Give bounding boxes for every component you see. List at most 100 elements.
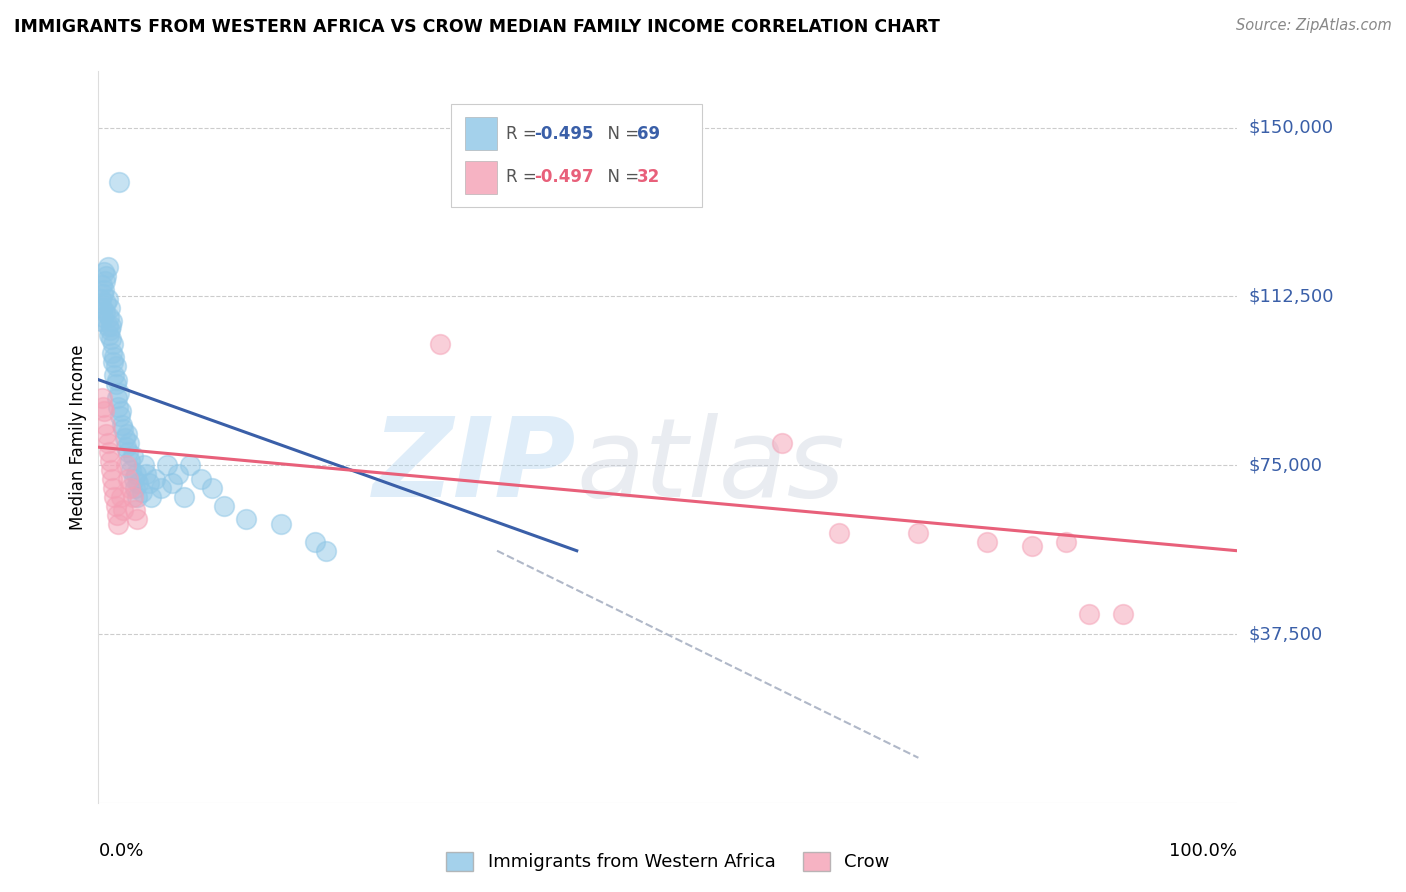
Text: 69: 69 <box>637 125 661 143</box>
Point <box>124 503 146 517</box>
Point <box>96 435 118 450</box>
Point <box>104 377 127 392</box>
Point <box>98 453 121 467</box>
Text: -0.495: -0.495 <box>534 125 595 143</box>
Text: $112,500: $112,500 <box>1249 287 1334 305</box>
Point <box>124 481 146 495</box>
Point <box>121 490 143 504</box>
Point <box>96 318 118 333</box>
Point <box>111 417 134 432</box>
Point <box>108 409 131 423</box>
Point <box>138 476 160 491</box>
Point <box>93 283 115 297</box>
Text: 100.0%: 100.0% <box>1170 842 1237 860</box>
Point <box>1078 607 1101 621</box>
Point <box>162 476 184 491</box>
Point <box>121 449 143 463</box>
Point <box>156 458 179 473</box>
Point <box>101 345 124 359</box>
Point <box>96 260 118 275</box>
Point <box>100 318 122 333</box>
Point <box>103 354 125 368</box>
Text: $37,500: $37,500 <box>1249 625 1323 643</box>
Point <box>98 323 121 337</box>
Point <box>114 431 136 445</box>
Point <box>96 292 118 306</box>
Point <box>105 373 128 387</box>
Text: -0.497: -0.497 <box>534 169 595 186</box>
Point <box>828 525 851 540</box>
Point <box>97 310 120 324</box>
Point <box>139 490 162 504</box>
Point <box>108 386 131 401</box>
Point <box>115 426 138 441</box>
Point <box>107 516 129 531</box>
Point <box>167 467 190 482</box>
Point <box>105 391 128 405</box>
Y-axis label: Median Family Income: Median Family Income <box>69 344 87 530</box>
Point <box>107 400 129 414</box>
Point <box>105 508 128 522</box>
Point <box>96 426 118 441</box>
Point <box>94 305 117 319</box>
FancyBboxPatch shape <box>451 104 702 207</box>
Point <box>103 336 125 351</box>
Point <box>94 417 117 432</box>
Point <box>132 458 155 473</box>
Text: R =: R = <box>506 169 543 186</box>
Point <box>117 444 139 458</box>
Point <box>93 404 115 418</box>
Point <box>118 435 141 450</box>
Point <box>100 463 122 477</box>
Point <box>112 503 135 517</box>
Point <box>110 490 132 504</box>
Point <box>97 327 120 342</box>
Point <box>235 512 257 526</box>
Point <box>117 472 139 486</box>
Point <box>104 359 127 374</box>
Point <box>150 481 173 495</box>
Bar <box>465 117 498 150</box>
Point <box>1021 539 1043 553</box>
Point <box>112 422 135 436</box>
Point <box>93 265 115 279</box>
Point <box>96 296 118 310</box>
Legend: Immigrants from Western Africa, Crow: Immigrants from Western Africa, Crow <box>446 852 890 871</box>
Point <box>212 499 235 513</box>
Point <box>90 391 112 405</box>
Point <box>90 278 112 293</box>
Point <box>96 269 118 284</box>
Point <box>91 310 114 324</box>
Point <box>131 485 153 500</box>
Point <box>1112 607 1135 621</box>
Point <box>770 435 793 450</box>
Text: $75,000: $75,000 <box>1249 456 1323 475</box>
Point <box>1054 534 1078 549</box>
Point <box>103 490 125 504</box>
Point <box>907 525 929 540</box>
Text: $150,000: $150,000 <box>1249 119 1333 136</box>
Point <box>90 314 112 328</box>
Point <box>179 458 201 473</box>
Point <box>120 463 142 477</box>
Bar <box>465 161 498 194</box>
Point <box>122 472 145 486</box>
Point <box>91 400 114 414</box>
Point <box>173 490 195 504</box>
Point <box>98 301 121 315</box>
Point <box>97 444 120 458</box>
Point <box>120 481 142 495</box>
Point <box>125 467 148 482</box>
Point <box>145 472 167 486</box>
Point <box>127 512 149 526</box>
Point <box>120 453 142 467</box>
Point <box>135 467 157 482</box>
Point <box>101 314 124 328</box>
Point <box>127 490 149 504</box>
Point <box>201 481 224 495</box>
Point <box>190 472 212 486</box>
Text: IMMIGRANTS FROM WESTERN AFRICA VS CROW MEDIAN FAMILY INCOME CORRELATION CHART: IMMIGRANTS FROM WESTERN AFRICA VS CROW M… <box>14 18 941 36</box>
Text: N =: N = <box>598 169 644 186</box>
Text: atlas: atlas <box>576 413 845 520</box>
Point <box>270 516 292 531</box>
